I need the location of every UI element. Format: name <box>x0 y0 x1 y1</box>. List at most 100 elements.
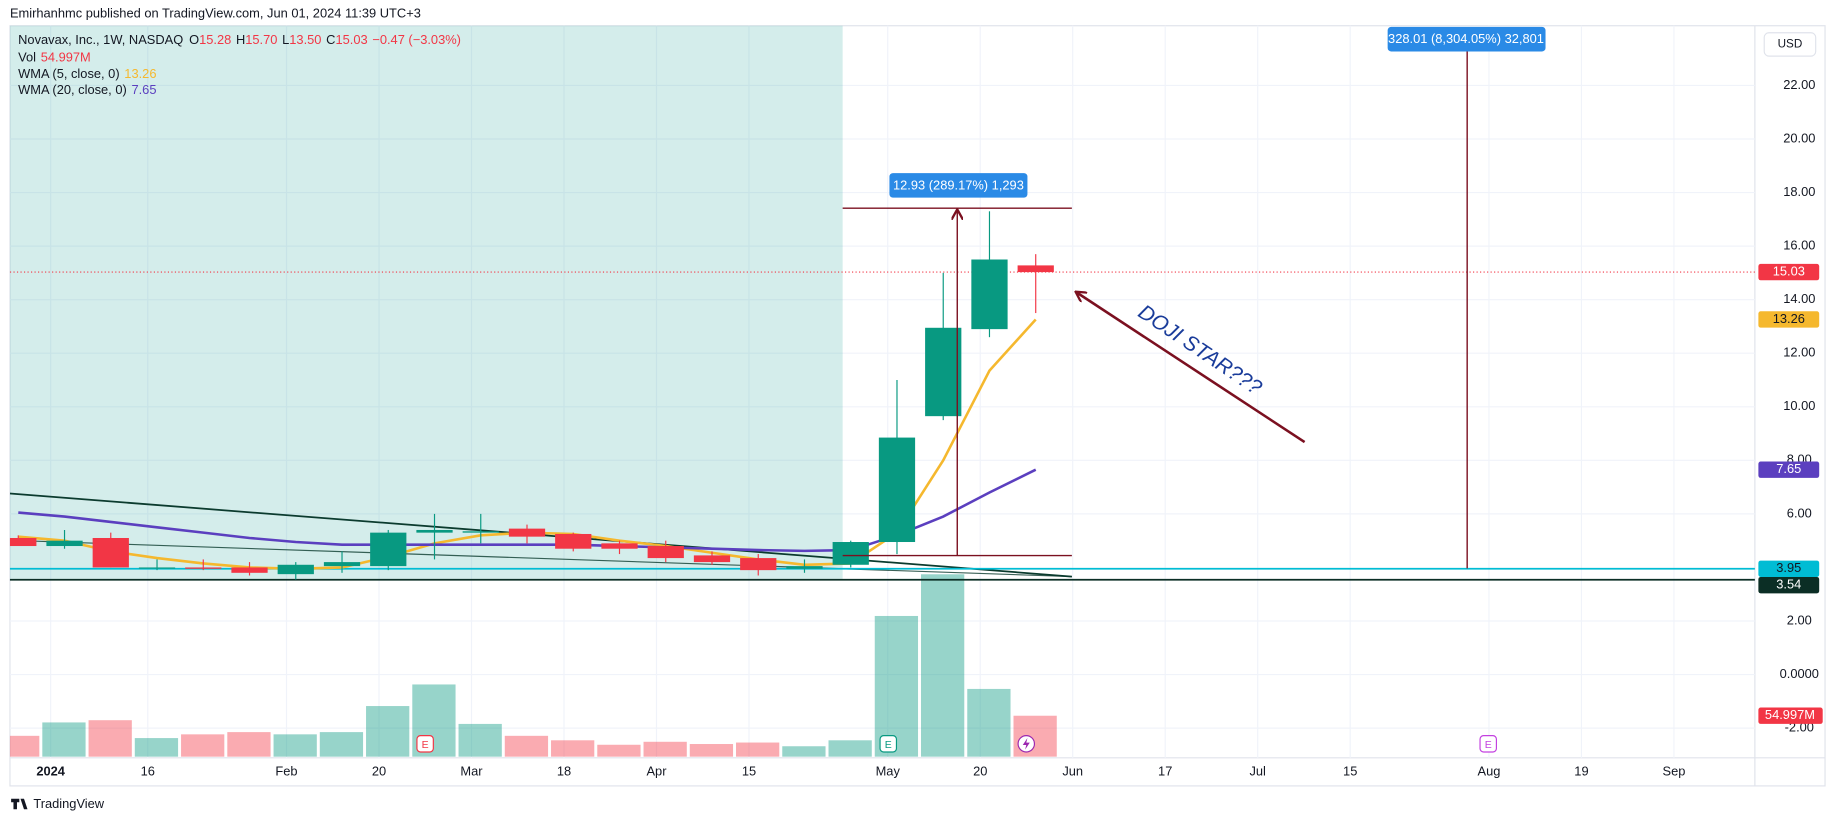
currency-button[interactable] <box>1763 32 1817 57</box>
candle-body <box>971 259 1008 330</box>
legend-change: −0.47 (−3.03%) <box>372 32 461 47</box>
x-tick-label: 15 <box>1343 763 1357 778</box>
x-tick-label: 19 <box>1574 763 1588 778</box>
y-tick-label: 12.00 <box>1783 345 1815 360</box>
measure-badge <box>889 173 1028 198</box>
candle-body <box>416 529 453 533</box>
y-tick-label: 10.00 <box>1783 398 1815 413</box>
candle-body <box>508 528 546 537</box>
x-tick-label: Apr <box>646 763 667 778</box>
measure-short: 12.93 (289.17%) 1,293 <box>842 173 1072 557</box>
y-tick-label: 14.00 <box>1783 291 1815 306</box>
legend-wma20-value: 7.65 <box>131 83 156 98</box>
volume-bar <box>42 722 86 757</box>
candle-layer <box>9 211 1054 580</box>
candle-body <box>786 566 823 569</box>
volume-bar <box>1013 715 1057 757</box>
x-tick-label: May <box>876 763 901 778</box>
candle-body <box>185 567 222 569</box>
legend-ohlc-value: 13.50 <box>289 32 321 47</box>
legend-wma5-value: 13.26 <box>124 66 156 81</box>
measure-badge <box>1387 26 1546 52</box>
volume-bar <box>9 735 40 757</box>
legend-wma5-name: WMA (5, close, 0) <box>18 66 119 81</box>
candle-body <box>370 532 407 567</box>
earnings-icon[interactable] <box>1479 735 1497 753</box>
legend-volume-line: Vol 54.997M <box>18 50 91 65</box>
price-badge-label: 3.54 <box>1776 577 1801 592</box>
volume-bar <box>366 706 410 757</box>
axis-layer: 22.0020.0018.0016.0014.0012.0010.008.006… <box>36 77 1819 778</box>
candle-body <box>277 564 314 575</box>
volume-bar <box>134 738 179 757</box>
earnings-icon-text: E <box>885 739 892 751</box>
volume-bar <box>643 741 687 757</box>
y-tick-label: 20.00 <box>1783 130 1815 145</box>
candle-body <box>46 540 83 547</box>
candle-body <box>647 546 684 559</box>
candle-body <box>878 437 916 543</box>
x-tick-label: 18 <box>557 763 571 778</box>
measure-long: 328.01 (8,304.05%) 32,801 <box>1387 26 1546 569</box>
legend-ohlc-value: 15.70 <box>245 32 277 47</box>
price-badge <box>1758 576 1820 594</box>
x-tick-label: Feb <box>275 763 297 778</box>
legend-volume-value: 54.997M <box>41 50 91 65</box>
earnings-icon[interactable] <box>416 735 434 753</box>
chart-frame <box>9 25 1826 787</box>
x-tick-label: Mar <box>460 763 483 778</box>
currency-label: USD <box>1778 38 1803 51</box>
volume-bar <box>504 735 549 757</box>
publisher-line: Emirhanhmc published on TradingView.com,… <box>10 5 421 20</box>
x-tick-label: 20 <box>372 763 386 778</box>
candle-body <box>601 543 638 549</box>
earnings-icon[interactable] <box>879 735 898 753</box>
annotation-arrow <box>1077 292 1306 444</box>
x-tick-label: Jun <box>1062 763 1083 778</box>
x-tick-label: 17 <box>1158 763 1172 778</box>
candle-body <box>693 555 731 563</box>
candle-body <box>1017 265 1054 273</box>
legend-symbol: Novavax, Inc., 1W, NASDAQ <box>18 32 183 47</box>
volume-bar <box>227 732 271 757</box>
brand-name: TradingView <box>33 796 104 811</box>
x-tick-label: Jul <box>1249 763 1265 778</box>
volume-bar <box>736 742 780 757</box>
price-badge <box>1758 560 1820 577</box>
trend-line <box>9 539 1072 578</box>
legend-ohlc-value: 15.28 <box>199 32 231 47</box>
highlight-region <box>9 25 843 579</box>
volume-bar <box>874 615 919 757</box>
y-tick-label: 16.00 <box>1783 238 1815 253</box>
badge-layer: 15.03 13.26 7.65 3.95 3.54 54.997M <box>1758 263 1823 724</box>
volume-bar <box>597 744 641 757</box>
volume-bar <box>921 574 965 757</box>
volume-bar <box>273 734 317 757</box>
candle-body <box>92 537 129 568</box>
candle-body <box>138 567 176 569</box>
volume-badge-label: 54.997M <box>1765 707 1815 722</box>
legend-ohlc-key: O <box>189 32 199 47</box>
y-tick-label: 2.00 <box>1787 612 1812 627</box>
legend-ohlc-key: C <box>326 32 335 47</box>
price-badge-label: 3.95 <box>1776 560 1801 575</box>
candle-body <box>462 531 499 533</box>
x-tick-label: 20 <box>973 763 987 778</box>
candle-body <box>323 562 361 567</box>
candle-body <box>925 327 962 417</box>
candle-body <box>555 533 592 549</box>
volume-badge <box>1758 707 1823 724</box>
earnings-icon-text: E <box>1485 739 1492 751</box>
measure-label: 328.01 (8,304.05%) 32,801 <box>1388 31 1544 46</box>
y-tick-label: 6.00 <box>1787 505 1812 520</box>
volume-bar <box>689 744 734 757</box>
legend-ohlc-key: L <box>282 32 289 47</box>
volume-bar <box>967 688 1011 757</box>
x-tick-label: Aug <box>1478 763 1501 778</box>
x-tick-label: 15 <box>742 763 756 778</box>
y-tick-label: 0.0000 <box>1780 666 1819 681</box>
price-badge-label: 13.26 <box>1773 311 1805 326</box>
volume-bar <box>88 720 132 757</box>
